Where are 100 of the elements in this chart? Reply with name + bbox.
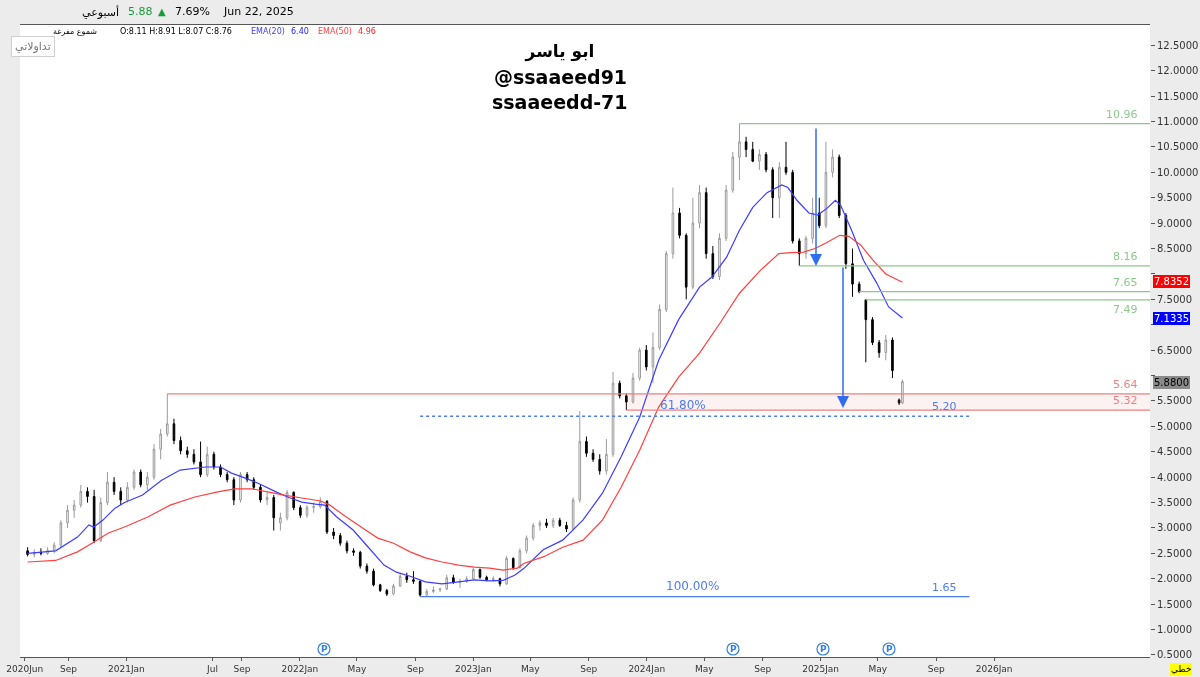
candlestick (857, 281, 861, 294)
candlestick (458, 578, 462, 589)
candlestick (864, 299, 868, 363)
candlestick (884, 334, 888, 361)
x-tick-label: Sep (233, 663, 251, 674)
candlestick (146, 471, 149, 491)
candlestick (272, 494, 276, 531)
candlestick (698, 184, 701, 229)
annotation: O:8.11 H:8.91 L:8.07 C:8.76 (120, 27, 232, 36)
candlestick (644, 344, 648, 371)
candlestick (418, 579, 422, 598)
x-tick-label: 2023Jan (454, 663, 492, 674)
candlestick (398, 572, 402, 588)
annotation: 4.96 (358, 27, 376, 36)
candlestick (704, 187, 708, 260)
candlestick (638, 347, 641, 382)
candlestick (92, 489, 96, 544)
candlestick (365, 563, 369, 575)
text: 7.1335 (1154, 313, 1189, 324)
candlestick (731, 151, 735, 194)
candlestick (205, 446, 209, 478)
series-label: 10.96 (1106, 108, 1138, 121)
candlestick (837, 154, 841, 219)
candlestick (179, 436, 182, 455)
y-tick-label: 0.5000 (1157, 649, 1192, 661)
candlestick (392, 583, 395, 596)
candlestick (551, 517, 555, 529)
y-tick-label: 1.5000 (1157, 598, 1192, 610)
candlestick (625, 392, 628, 411)
candlestick (152, 443, 156, 481)
candlestick (165, 393, 169, 438)
series-label: 5.20 (932, 400, 957, 413)
y-tick-label: 12.0000 (1157, 65, 1199, 77)
candlestick (491, 575, 495, 583)
x-tick-label: May (694, 663, 715, 674)
candlestick (239, 471, 242, 504)
candlestick (232, 476, 236, 506)
x-tick-label: Sep (580, 663, 598, 674)
candlestick (259, 484, 262, 504)
candlestick (279, 512, 282, 531)
x-tick-label: Jul (206, 663, 218, 674)
candlestick (59, 519, 63, 549)
y-tick-label: 3.0000 (1157, 522, 1192, 534)
y-tick-label: 11.5000 (1157, 90, 1199, 102)
x-tick-label: 2026Jan (975, 663, 1013, 674)
text: 7.69% (175, 5, 210, 18)
candlestick (738, 123, 741, 181)
candlestick (598, 453, 602, 476)
candlestick (691, 197, 695, 290)
series-label: 7.65 (1113, 276, 1138, 289)
candlestick (185, 446, 189, 459)
candlestick (901, 379, 904, 405)
y-tick-label: 7.5000 (1157, 293, 1192, 305)
x-tick-label: May (347, 663, 367, 674)
x-tick-label: Sep (59, 663, 78, 674)
annotation: تداولاتي (15, 40, 51, 53)
candlestick (412, 570, 415, 585)
candlestick (212, 451, 216, 471)
candlestick (831, 148, 834, 178)
candlestick (139, 469, 143, 488)
candlestick (505, 555, 508, 586)
x-tick-label: 2025Jan (802, 663, 840, 674)
candlestick (764, 151, 768, 173)
candlestick (112, 476, 116, 496)
candlestick (585, 436, 588, 458)
candlestick (338, 532, 342, 547)
annotation: P (820, 644, 827, 654)
text: EMA(20) (251, 27, 285, 36)
candlestick (771, 166, 775, 219)
candlestick (891, 336, 894, 379)
candlestick (784, 141, 788, 176)
x-tick-label: Sep (406, 663, 425, 674)
candlestick (531, 522, 535, 542)
candlestick (824, 141, 828, 229)
candlestick (605, 438, 608, 476)
candlestick (372, 568, 375, 587)
candlestick (192, 448, 196, 465)
text: 5.88 (128, 5, 153, 18)
candlestick (817, 197, 821, 229)
text: أسبوعي (82, 5, 120, 19)
candlestick (99, 496, 103, 543)
candlestick (159, 428, 162, 460)
candlestick (518, 547, 522, 570)
candlestick (565, 521, 568, 533)
candlestick (538, 519, 542, 531)
candlestick (66, 504, 69, 529)
candlestick (711, 245, 715, 280)
annotation: P (886, 644, 893, 654)
x-tick-label: 2024Jan (628, 663, 666, 674)
candlestick (851, 248, 854, 298)
candlestick (798, 237, 801, 267)
candlestick (126, 481, 129, 504)
candlestick (405, 572, 409, 584)
candlestick (332, 527, 335, 540)
series-label: 7.49 (1113, 303, 1138, 316)
y-tick-label: 10.0000 (1157, 166, 1199, 178)
candlestick (671, 187, 675, 260)
candlestick (578, 410, 582, 504)
candlestick (79, 484, 83, 509)
y-tick-label: 2.0000 (1157, 573, 1192, 585)
